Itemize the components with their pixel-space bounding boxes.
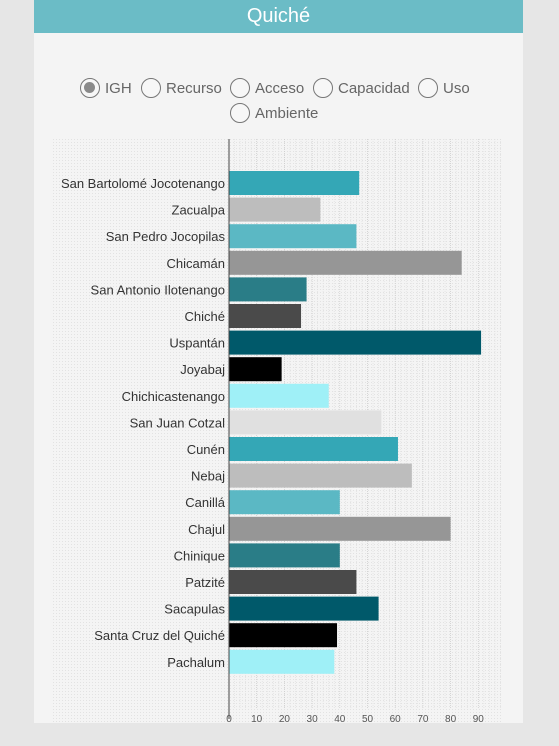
bar bbox=[229, 410, 382, 435]
bar bbox=[229, 224, 357, 249]
radio-circle[interactable] bbox=[80, 78, 100, 98]
x-tick-label: 50 bbox=[362, 714, 374, 723]
radio-label: Acceso bbox=[255, 79, 305, 97]
radio-circle[interactable] bbox=[230, 103, 250, 123]
bar bbox=[229, 596, 379, 621]
x-tick-label: 30 bbox=[307, 714, 319, 723]
radio-option-recurso[interactable]: Recurso bbox=[141, 78, 222, 98]
category-label: San Antonio Ilotenango bbox=[91, 282, 225, 297]
x-tick-label: 70 bbox=[417, 714, 429, 723]
x-tick-label: 10 bbox=[251, 714, 263, 723]
category-label: Sacapulas bbox=[164, 602, 225, 617]
category-label: Chinique bbox=[174, 548, 225, 563]
category-label: Pachalum bbox=[167, 655, 225, 670]
category-label: Cunén bbox=[187, 442, 225, 457]
bar bbox=[229, 437, 398, 461]
bar bbox=[229, 171, 360, 195]
radio-option-uso[interactable]: Uso bbox=[418, 78, 470, 98]
category-label: Nebaj bbox=[191, 469, 225, 484]
x-tick-label: 80 bbox=[445, 714, 457, 723]
category-label: San Pedro Jocopilas bbox=[106, 229, 226, 244]
bar bbox=[229, 623, 338, 648]
bar bbox=[229, 543, 340, 568]
radio-label: Recurso bbox=[166, 79, 222, 97]
category-label: Patzité bbox=[185, 575, 225, 590]
radio-circle[interactable] bbox=[313, 78, 333, 98]
page-title: Quiché bbox=[34, 0, 523, 33]
bar bbox=[229, 383, 329, 408]
x-tick-label: 0 bbox=[226, 714, 232, 723]
bar bbox=[229, 357, 282, 382]
radio-label: Ambiente bbox=[255, 104, 319, 122]
category-label: Chajul bbox=[188, 522, 225, 537]
category-label: Santa Cruz del Quiché bbox=[94, 628, 225, 643]
bar bbox=[229, 277, 307, 302]
x-tick-label: 40 bbox=[334, 714, 346, 723]
category-label: Chichicastenango bbox=[122, 389, 225, 404]
x-tick-label: 90 bbox=[473, 714, 485, 723]
category-label: Uspantán bbox=[169, 336, 225, 351]
bar bbox=[229, 463, 412, 488]
radio-option-acceso[interactable]: Acceso bbox=[230, 78, 304, 98]
radio-option-capacidad[interactable]: Capacidad bbox=[313, 78, 410, 98]
category-label: Chiché bbox=[185, 309, 225, 324]
radio-circle[interactable] bbox=[141, 78, 161, 98]
bar bbox=[229, 330, 482, 355]
radio-circle[interactable] bbox=[418, 78, 438, 98]
radio-option-ambiente[interactable]: Ambiente bbox=[230, 103, 318, 123]
bar-chart: San Bartolomé Jocotenango Zacualpa San Ped… bbox=[53, 139, 503, 723]
bar bbox=[229, 516, 451, 541]
bar bbox=[229, 490, 340, 515]
category-label: Chicamán bbox=[166, 256, 225, 271]
radio-circle[interactable] bbox=[230, 78, 250, 98]
category-label: Joyabaj bbox=[180, 362, 225, 377]
radio-label: Capacidad bbox=[338, 79, 410, 97]
radio-option-igh[interactable]: IGH bbox=[80, 78, 132, 98]
category-label: San Bartolomé Jocotenango bbox=[61, 176, 225, 191]
bar bbox=[229, 570, 357, 594]
x-tick-label: 20 bbox=[279, 714, 291, 723]
bar bbox=[229, 250, 462, 275]
bar bbox=[229, 304, 302, 328]
bar bbox=[229, 649, 335, 674]
radio-label: Uso bbox=[443, 79, 470, 97]
x-tick-label: 60 bbox=[390, 714, 402, 723]
category-label: Canillá bbox=[185, 495, 226, 510]
category-label: Zacualpa bbox=[172, 203, 226, 218]
bar bbox=[229, 197, 321, 222]
radio-label: IGH bbox=[105, 79, 132, 97]
category-label: San Juan Cotzal bbox=[130, 415, 226, 430]
bar-chart-svg: San Bartolomé Jocotenango Zacualpa San Ped… bbox=[53, 139, 503, 723]
